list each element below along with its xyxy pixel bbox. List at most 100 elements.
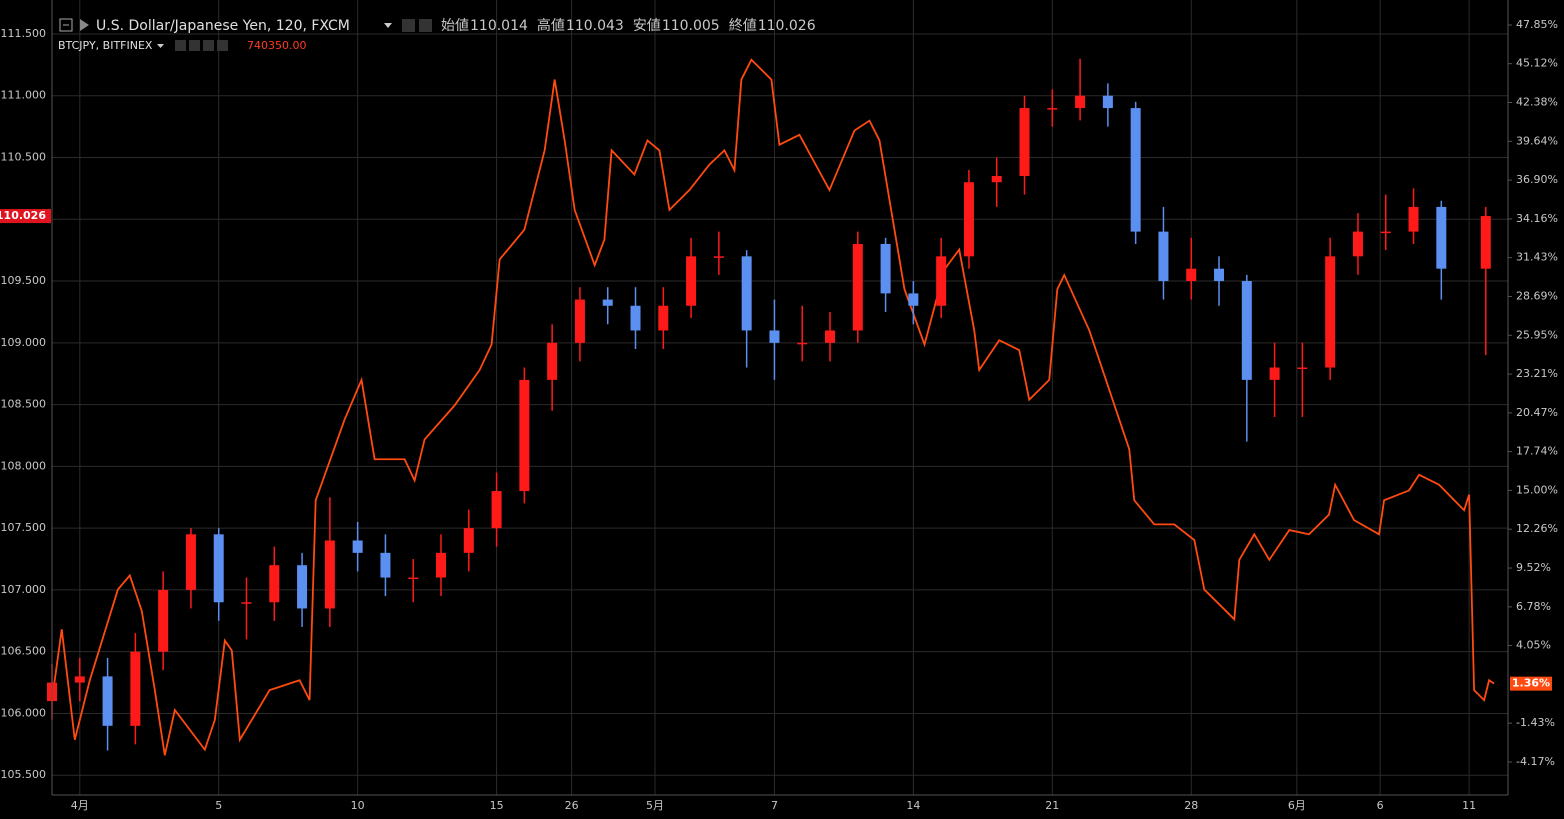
candle-body [297,565,308,609]
candle-body [519,379,530,492]
symbol-dropdown[interactable] [384,23,392,28]
candle-body [1325,256,1336,368]
candle-body [1075,95,1086,109]
y2-tick-label: 12.26% [1516,522,1558,535]
price-badge-label: 110.026 [0,209,46,222]
candle-body [1297,367,1308,370]
hide-button[interactable] [419,19,432,32]
candle-body [380,552,391,578]
x-tick-label: 28 [1184,799,1198,812]
compare-symbol[interactable]: BTCJPY, BITFINEX [58,39,153,52]
y2-tick-label: 23.21% [1516,367,1558,380]
compare-badge-label: 1.36% [1512,677,1550,690]
candle-body [1130,108,1141,232]
compare-remove[interactable] [217,40,228,51]
y2-tick-label: 9.52% [1516,561,1551,574]
candle-body [269,565,280,603]
y-tick-label: 108.500 [1,398,47,411]
candle-body [1380,231,1391,234]
ohlc-value: 110.043 [566,18,624,34]
x-tick-label: 4月 [71,799,89,812]
candle-body [825,330,836,343]
candle-body [1408,206,1419,232]
compare-dropdown[interactable] [157,44,164,48]
y-tick-label: 109.000 [1,336,47,349]
y-tick-label: 109.500 [1,274,47,287]
x-tick-label: 7 [771,799,778,812]
y-tick-label: 108.000 [1,459,47,472]
candle-body [1214,268,1225,282]
y-tick-label: 111.500 [1,27,47,40]
candle-body [1158,231,1169,282]
settings-button[interactable] [402,19,415,32]
candle-body [185,534,196,590]
candle-body [797,342,808,345]
candle-body [852,243,863,331]
y2-tick-label: 20.47% [1516,406,1558,419]
candle-body [213,534,224,603]
x-tick-label: 21 [1045,799,1059,812]
y-tick-label: 106.000 [1,706,47,719]
y2-tick-label: 31.43% [1516,251,1558,264]
y2-tick-label: 15.00% [1516,483,1558,496]
x-tick-label: 15 [490,799,504,812]
candle-body [908,293,919,306]
compare-add[interactable] [203,40,214,51]
candle-body [936,256,947,306]
symbol-title[interactable]: U.S. Dollar/Japanese Yen, 120, FXCM [96,18,350,34]
candle-body [991,176,1002,183]
candle-body [1436,206,1447,269]
candle-body [408,577,419,580]
candle-body [574,299,585,343]
ohlc-label: 安値 [633,18,661,34]
ohlc-value: 110.026 [758,18,816,34]
compare-price: 740350.00 [247,39,307,52]
candle-body [1186,268,1197,282]
collapse-button[interactable] [59,18,73,32]
candle-body [658,305,669,331]
y2-tick-label: 39.64% [1516,134,1558,147]
ohlc-label: 終値 [729,18,757,34]
ohlc-legend: 始値 110.014 高値 110.043 安値 110.005 終値 110.026 [441,17,816,34]
candle-body [463,528,474,553]
ohlc-label: 始値 [441,18,469,34]
y2-tick-label: 6.78% [1516,600,1551,613]
candle-body [352,540,363,553]
compare-hide[interactable] [189,40,200,51]
y2-tick-label: 42.38% [1516,95,1558,108]
y2-tick-label: -1.43% [1516,716,1555,729]
candle-body [436,552,447,578]
y2-tick-label: 25.95% [1516,328,1558,341]
candle-body [1480,216,1491,269]
candle-body [741,256,752,331]
y-tick-label: 105.500 [1,768,47,781]
compare-settings[interactable] [175,40,186,51]
x-tick-label: 14 [906,799,920,812]
y2-tick-label: 34.16% [1516,212,1558,225]
x-tick-label: 6月 [1288,799,1306,812]
candle-body [130,651,141,726]
flag-icon [80,19,89,31]
y2-tick-label: 4.05% [1516,639,1551,652]
candle-body [880,243,891,294]
candle-body [158,589,169,652]
candle-body [602,299,613,306]
candle-body [1241,281,1252,380]
candle-body [1352,231,1363,257]
y2-tick-label: 47.85% [1516,18,1558,31]
y-tick-label: 111.000 [1,89,47,102]
candle-body [630,305,641,331]
ohlc-value: 110.005 [662,18,720,34]
candle-body [491,491,502,529]
candle-body [713,256,724,258]
candle-body [1269,367,1280,380]
x-tick-label: 26 [565,799,579,812]
candle-body [1019,108,1030,177]
compare-line [51,58,1495,756]
x-tick-label: 10 [351,799,365,812]
candle-body [769,330,780,343]
y-tick-label: 107.500 [1,521,47,534]
